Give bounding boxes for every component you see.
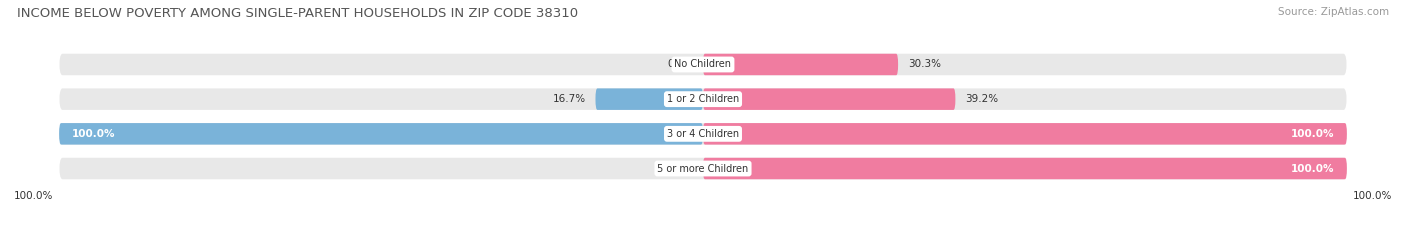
- Text: 3 or 4 Children: 3 or 4 Children: [666, 129, 740, 139]
- Text: 100.0%: 100.0%: [1353, 191, 1392, 201]
- FancyBboxPatch shape: [703, 54, 898, 75]
- FancyBboxPatch shape: [59, 123, 1347, 145]
- Text: INCOME BELOW POVERTY AMONG SINGLE-PARENT HOUSEHOLDS IN ZIP CODE 38310: INCOME BELOW POVERTY AMONG SINGLE-PARENT…: [17, 7, 578, 20]
- FancyBboxPatch shape: [703, 88, 956, 110]
- Text: 0.0%: 0.0%: [666, 164, 693, 174]
- Text: 39.2%: 39.2%: [965, 94, 998, 104]
- FancyBboxPatch shape: [703, 158, 1347, 179]
- Text: 5 or more Children: 5 or more Children: [658, 164, 748, 174]
- FancyBboxPatch shape: [703, 123, 1347, 145]
- FancyBboxPatch shape: [59, 123, 703, 145]
- Text: 100.0%: 100.0%: [72, 129, 115, 139]
- FancyBboxPatch shape: [59, 54, 1347, 75]
- Text: 16.7%: 16.7%: [553, 94, 586, 104]
- FancyBboxPatch shape: [59, 158, 1347, 179]
- Text: 1 or 2 Children: 1 or 2 Children: [666, 94, 740, 104]
- Text: 100.0%: 100.0%: [1291, 129, 1334, 139]
- Text: 100.0%: 100.0%: [1291, 164, 1334, 174]
- FancyBboxPatch shape: [596, 88, 703, 110]
- Text: 30.3%: 30.3%: [908, 59, 941, 69]
- Text: No Children: No Children: [675, 59, 731, 69]
- Text: Source: ZipAtlas.com: Source: ZipAtlas.com: [1278, 7, 1389, 17]
- FancyBboxPatch shape: [59, 88, 1347, 110]
- Text: 100.0%: 100.0%: [14, 191, 53, 201]
- Text: 0.0%: 0.0%: [666, 59, 693, 69]
